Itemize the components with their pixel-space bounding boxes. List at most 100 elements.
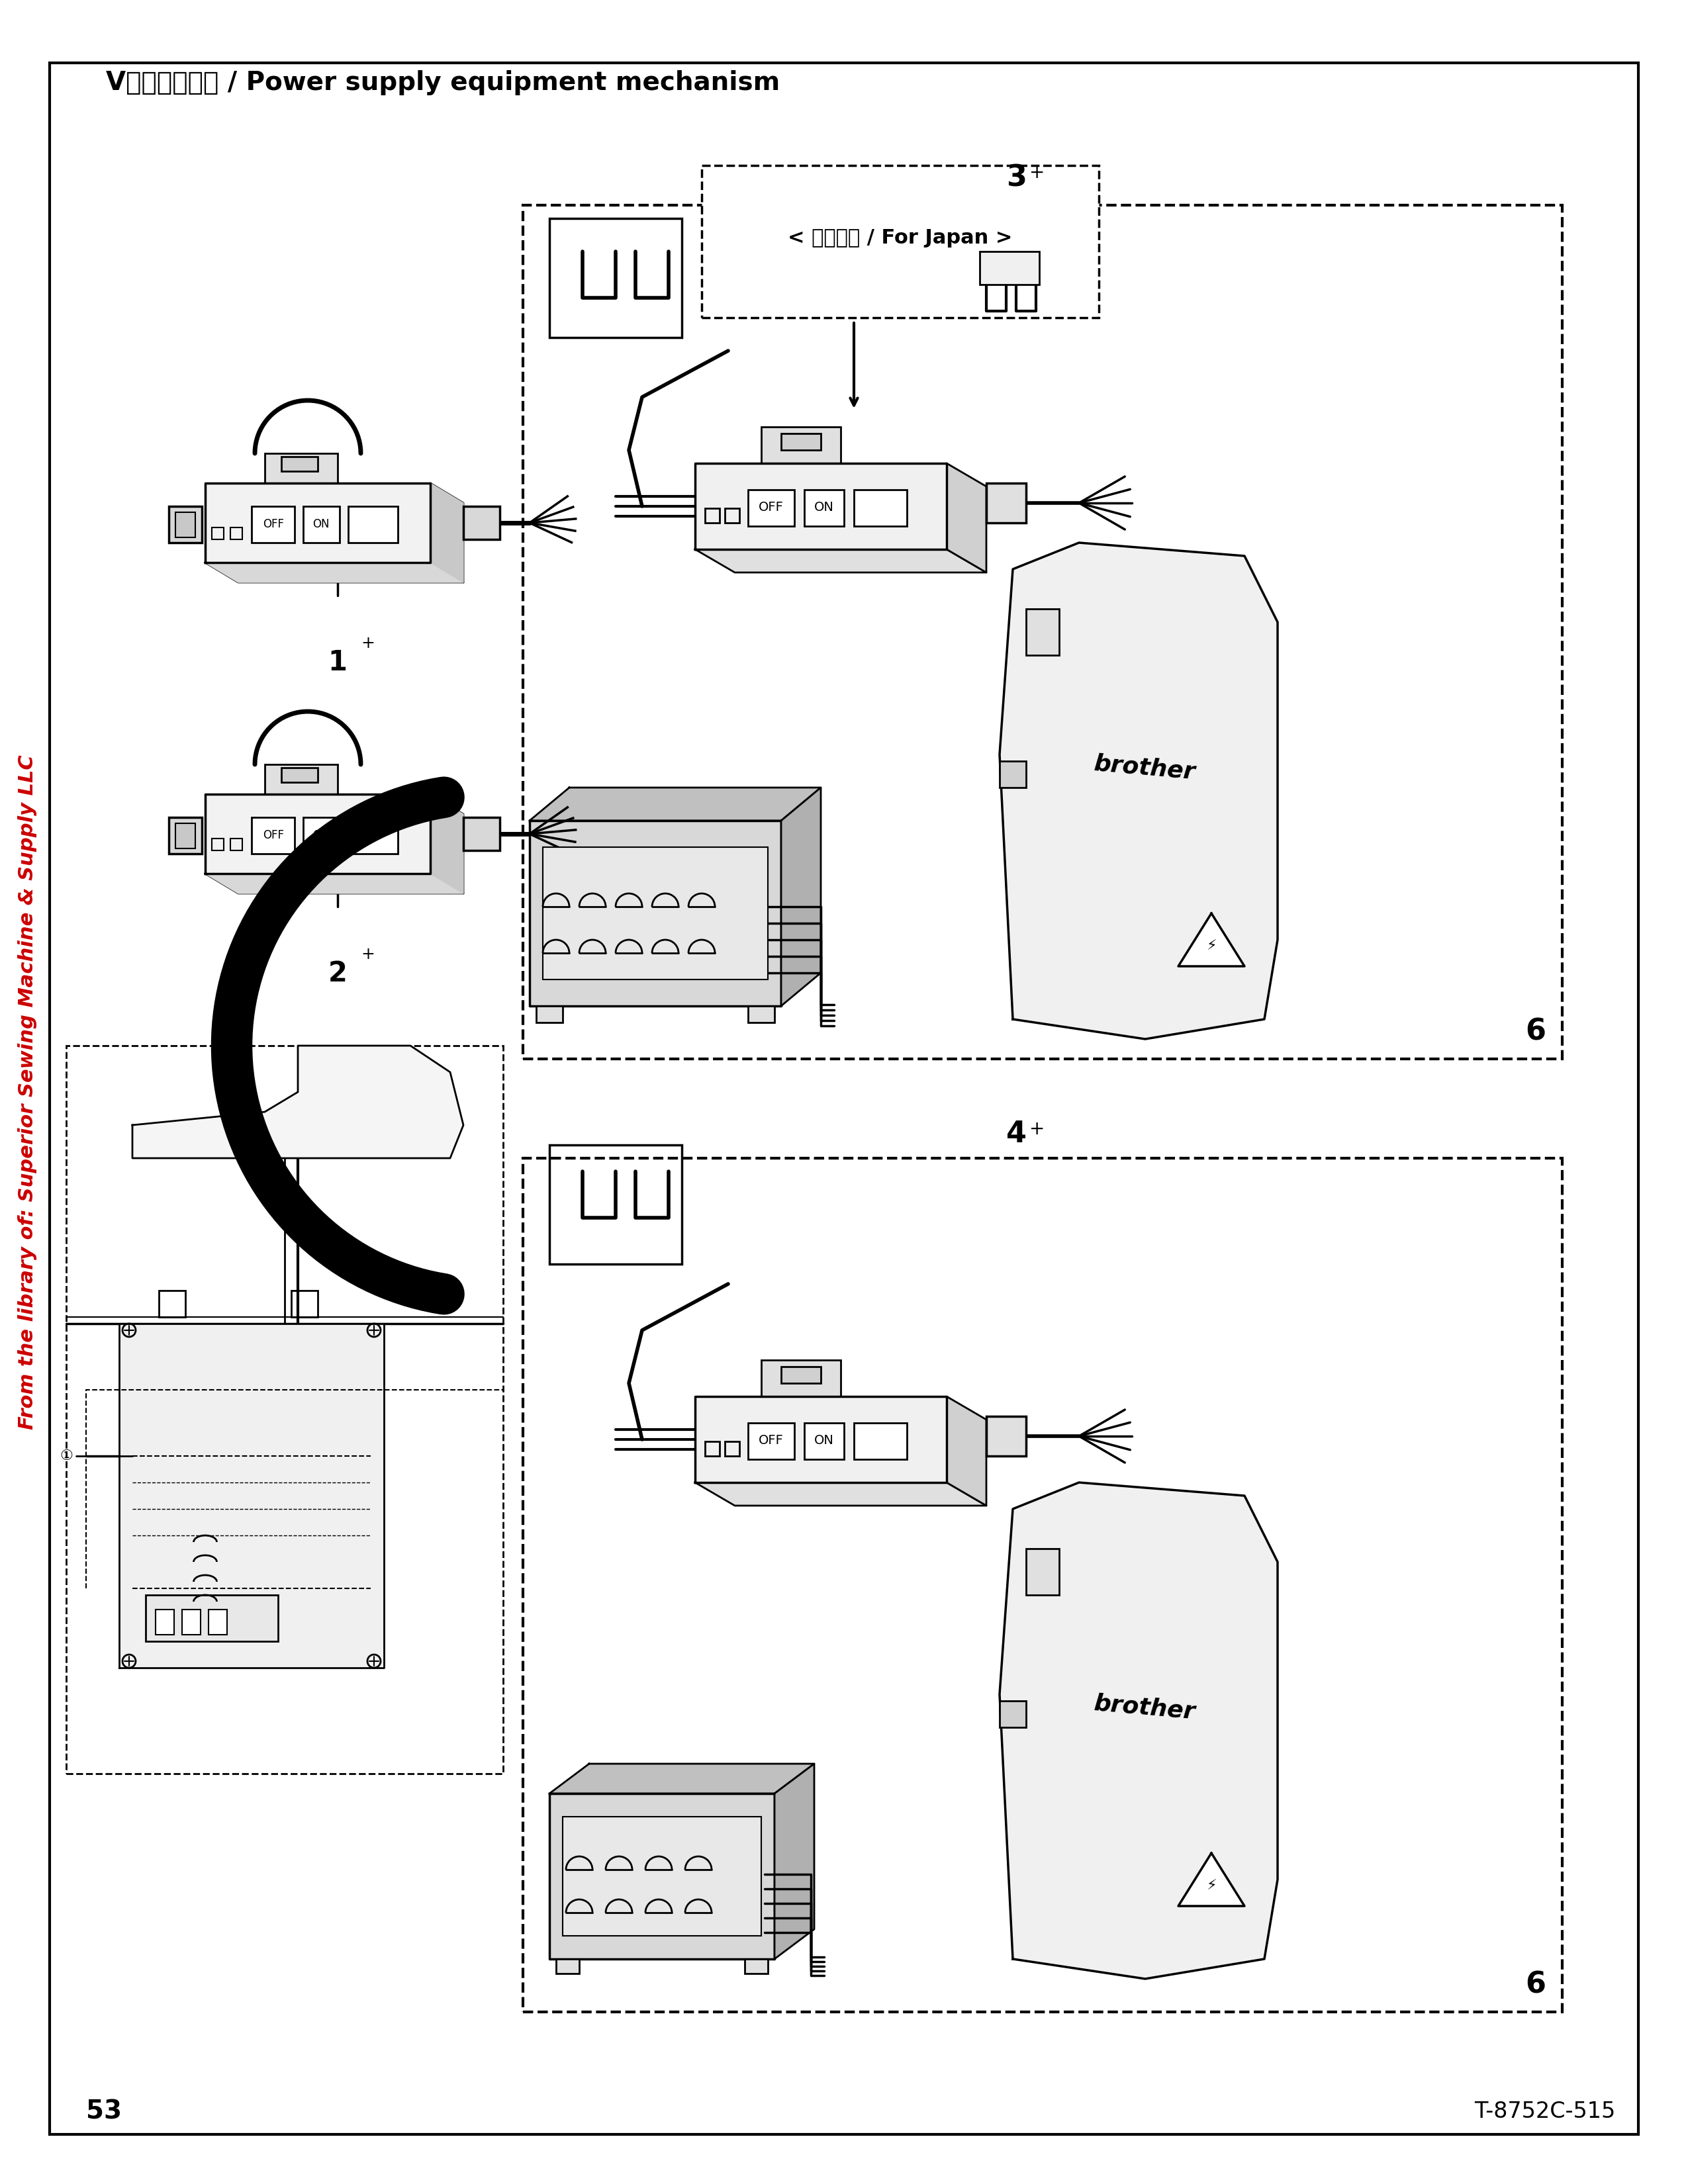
Bar	[282, 769, 317, 782]
Text: brother: brother	[1094, 1693, 1197, 1723]
Bar	[761, 1361, 841, 1396]
Bar	[986, 1415, 1026, 1457]
Polygon shape	[430, 795, 464, 893]
Bar	[159, 1291, 186, 1317]
Bar	[265, 764, 338, 795]
Bar	[66, 1046, 503, 1773]
Bar	[803, 489, 844, 526]
Bar	[252, 817, 295, 854]
Bar	[986, 483, 1026, 522]
Bar	[999, 1701, 1026, 1728]
Bar	[182, 1610, 201, 1634]
Bar	[724, 1441, 739, 1457]
Text: < 日本向用 / For Japan >: < 日本向用 / For Japan >	[788, 229, 1013, 247]
Bar	[979, 251, 1040, 284]
Bar	[252, 507, 295, 542]
Bar	[211, 839, 225, 850]
Text: ⚡: ⚡	[1207, 1880, 1217, 1894]
Text: +: +	[1030, 1120, 1045, 1138]
Polygon shape	[695, 550, 986, 572]
Bar	[230, 839, 243, 850]
Bar	[854, 1424, 906, 1459]
Text: 4: 4	[1006, 1120, 1026, 1149]
Polygon shape	[549, 1793, 775, 1959]
Bar	[706, 509, 719, 522]
Bar	[230, 529, 243, 539]
Text: 3: 3	[1006, 164, 1026, 192]
Text: OFF: OFF	[758, 502, 783, 513]
Text: ⚡: ⚡	[1207, 939, 1217, 952]
Bar	[523, 1158, 1561, 2011]
Bar	[782, 1367, 820, 1382]
Text: brother: brother	[1094, 751, 1197, 784]
Polygon shape	[120, 1324, 383, 1669]
Polygon shape	[999, 1483, 1278, 1979]
Text: OFF: OFF	[263, 830, 284, 841]
Polygon shape	[206, 795, 430, 874]
Polygon shape	[782, 788, 820, 1007]
Text: From the library of: Superior Sewing Machine & Supply LLC: From the library of: Superior Sewing Mac…	[19, 753, 37, 1431]
Polygon shape	[999, 542, 1278, 1040]
Bar	[761, 426, 841, 463]
Text: V．電装品関係 / Power supply equipment mechanism: V．電装品関係 / Power supply equipment mechani…	[106, 70, 780, 96]
Text: +: +	[1030, 164, 1045, 181]
Bar	[562, 1817, 761, 1935]
Polygon shape	[1178, 913, 1244, 965]
Bar	[537, 1007, 562, 1022]
Text: 53: 53	[86, 2099, 122, 2123]
Text: 2: 2	[327, 959, 348, 987]
Bar	[555, 1959, 579, 1974]
Bar	[464, 817, 500, 850]
Bar	[999, 760, 1026, 788]
Bar	[348, 817, 398, 854]
Polygon shape	[775, 1765, 814, 1959]
Text: 6: 6	[1526, 1970, 1546, 1998]
Bar	[549, 1144, 682, 1265]
Bar	[549, 218, 682, 339]
Bar	[304, 507, 339, 542]
Polygon shape	[947, 1396, 986, 1505]
Text: T-8752C-515: T-8752C-515	[1474, 2101, 1615, 2123]
Bar	[724, 509, 739, 522]
Polygon shape	[530, 788, 820, 821]
Text: 1: 1	[327, 649, 348, 677]
Bar	[348, 507, 398, 542]
Bar	[265, 454, 338, 483]
Polygon shape	[549, 1765, 814, 1793]
Bar	[544, 847, 768, 978]
Bar	[702, 166, 1099, 317]
Bar	[1026, 609, 1058, 655]
Bar	[1026, 1548, 1058, 1594]
Bar	[782, 432, 820, 450]
Bar	[748, 489, 795, 526]
Polygon shape	[695, 1396, 947, 1483]
Bar	[176, 823, 196, 847]
Bar	[304, 817, 339, 854]
Polygon shape	[206, 874, 464, 893]
Polygon shape	[430, 483, 464, 583]
Bar	[155, 1610, 174, 1634]
Text: 6: 6	[1526, 1018, 1546, 1046]
Bar	[464, 507, 500, 539]
Text: ON: ON	[312, 518, 329, 531]
Polygon shape	[695, 463, 947, 550]
Bar	[176, 513, 196, 537]
Polygon shape	[206, 563, 464, 583]
Bar	[854, 489, 906, 526]
Polygon shape	[206, 483, 430, 563]
Polygon shape	[1178, 1852, 1244, 1907]
Bar	[211, 529, 225, 539]
Text: OFF: OFF	[758, 1435, 783, 1448]
Bar	[744, 1959, 768, 1974]
Text: ①: ①	[59, 1450, 73, 1463]
Bar	[292, 1291, 317, 1317]
Bar	[282, 456, 317, 472]
Bar	[169, 507, 203, 542]
Bar	[706, 1441, 719, 1457]
Text: OFF: OFF	[263, 518, 284, 531]
Bar	[145, 1594, 279, 1642]
Text: ON: ON	[814, 502, 834, 513]
Polygon shape	[132, 1046, 464, 1158]
Bar	[209, 1610, 228, 1634]
Bar	[169, 817, 203, 854]
